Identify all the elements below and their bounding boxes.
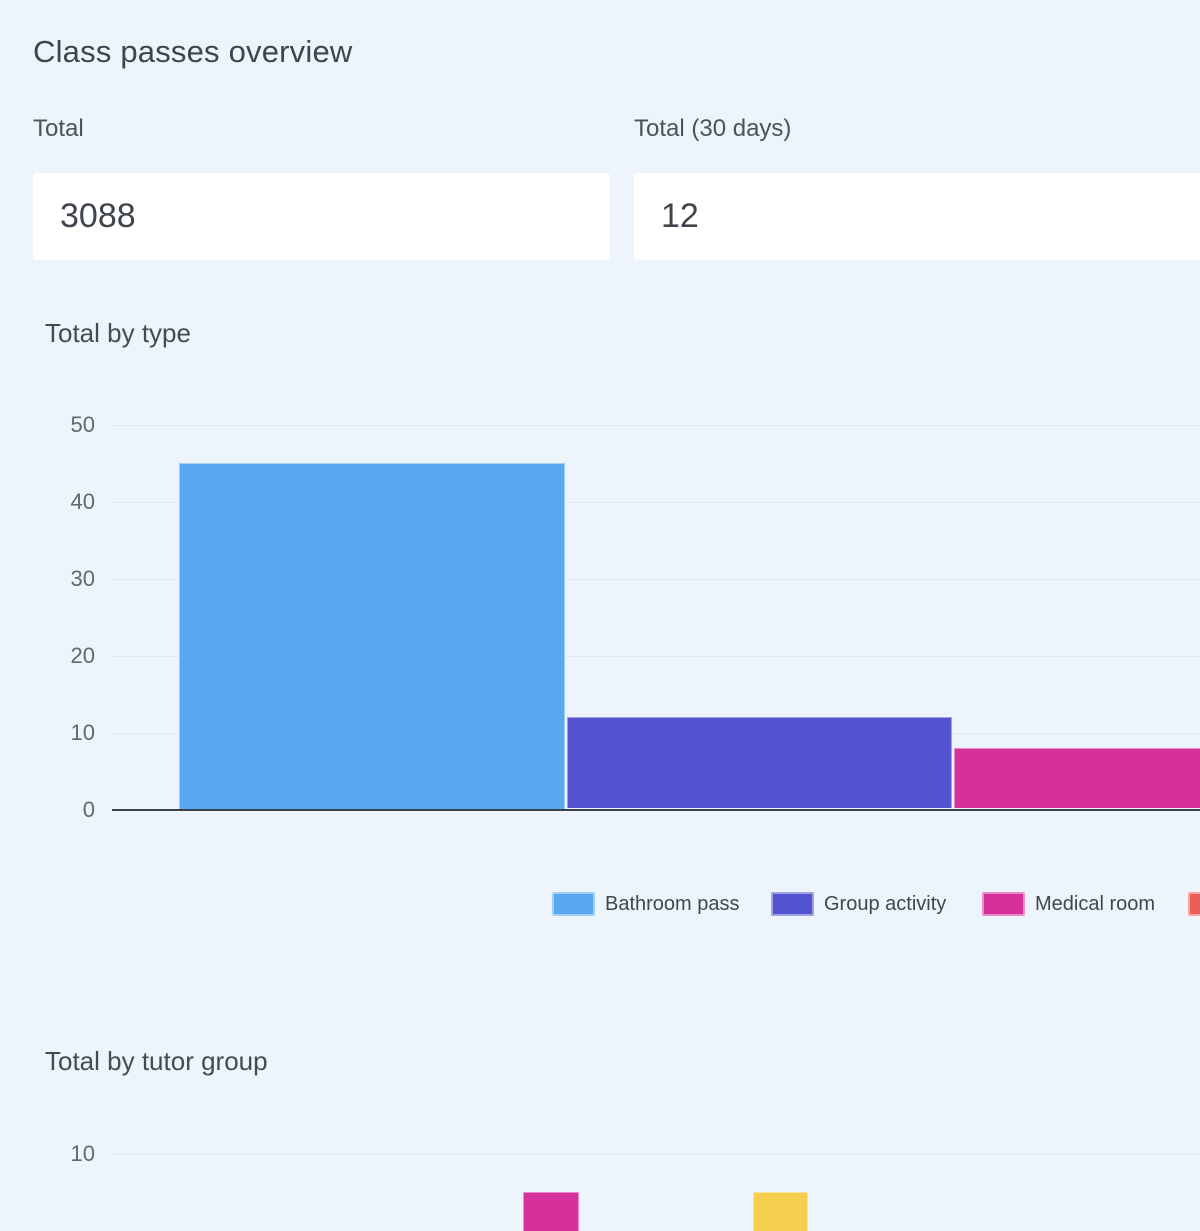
legend-label: Medical room: [1035, 892, 1156, 915]
gridline-40: [112, 501, 1200, 503]
clipped-swatch-icon: [1188, 892, 1200, 916]
y-axis-tick-30: 30: [70, 565, 95, 591]
y-axis-tick-50: 50: [70, 411, 95, 437]
gridline-30: [112, 578, 1200, 580]
medical-room-swatch-icon: [982, 892, 1025, 916]
y-axis-tick-10: 10: [70, 719, 95, 745]
gridline-10: [112, 1153, 1200, 1155]
group-activity-swatch-icon: [771, 892, 814, 916]
bar-bathroom-pass[interactable]: [179, 463, 565, 809]
legend-label: Group activity: [824, 892, 947, 915]
legend-item-medical-room[interactable]: Medical room: [982, 892, 1155, 916]
tutor-group-bar-1[interactable]: [523, 1192, 579, 1231]
y-axis-tick-20: 20: [70, 642, 95, 668]
stat-label-total-30-days: Total (30 days): [634, 115, 792, 142]
legend-item-bathroom-pass[interactable]: Bathroom pass: [552, 892, 740, 916]
legend-item-group-activity[interactable]: Group activity: [771, 892, 946, 916]
stat-value-total: 3088: [60, 197, 136, 235]
chart-title-total-by-tutor-group: Total by tutor group: [45, 1046, 268, 1076]
y-axis-tick-0: 0: [82, 796, 95, 822]
bar-medical-room[interactable]: [954, 747, 1200, 809]
y-axis-tick-40: 40: [70, 488, 95, 514]
tutor-group-bar-2[interactable]: [753, 1192, 808, 1231]
chart-title-total-by-type: Total by type: [45, 318, 191, 348]
x-axis-line: [112, 808, 1200, 811]
y-axis-tick-10: 10: [70, 1140, 95, 1166]
stat-value-total-30-days: 12: [661, 197, 699, 235]
bathroom-pass-swatch-icon: [552, 892, 595, 916]
stat-card-total-30-days: 12: [634, 173, 1200, 260]
stat-label-total: Total: [33, 115, 84, 142]
gridline-20: [112, 655, 1200, 657]
stat-card-total: 3088: [33, 173, 610, 260]
legend-item-clipped[interactable]: [1188, 892, 1200, 916]
page-title: Class passes overview: [33, 34, 353, 69]
legend-label: Bathroom pass: [605, 892, 740, 915]
bar-group-activity[interactable]: [567, 717, 952, 809]
gridline-50: [112, 424, 1200, 426]
